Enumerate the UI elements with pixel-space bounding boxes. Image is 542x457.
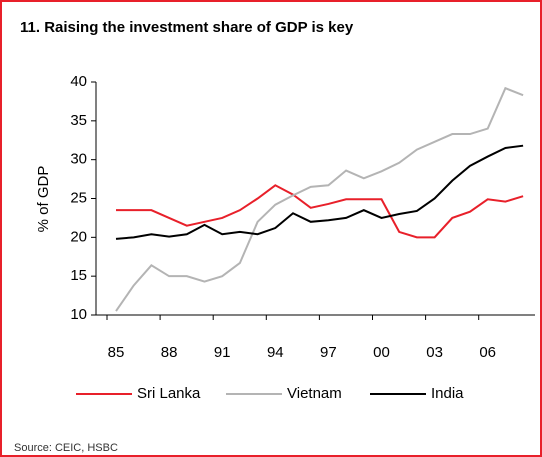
y-tick-label: 40	[70, 73, 87, 90]
chart-title: 11. Raising the investment share of GDP …	[20, 19, 354, 36]
y-tick-label: 20	[70, 228, 87, 245]
source: Source: CEIC, HSBC	[14, 442, 118, 454]
y-tick-label: 35	[70, 112, 87, 129]
legend-label: India	[431, 385, 464, 402]
x-tick-label: 06	[479, 344, 496, 361]
y-tick-label: 15	[70, 267, 87, 284]
y-tick-label: 25	[70, 189, 87, 206]
y-tick-label: 10	[70, 306, 87, 323]
x-tick-label: 03	[426, 344, 443, 361]
series-line	[115, 144, 524, 240]
series-line	[115, 86, 524, 312]
x-tick-label: 97	[320, 344, 337, 361]
x-tick-label: 91	[214, 344, 231, 361]
x-tick-label: 94	[267, 344, 284, 361]
x-tick-label: 85	[108, 344, 125, 361]
y-axis-label: % of GDP	[35, 166, 52, 233]
x-tick-label: 88	[161, 344, 178, 361]
series-line	[116, 184, 524, 239]
y-tick-label: 30	[70, 151, 87, 168]
legend-label: Vietnam	[287, 385, 342, 402]
legend-label: Sri Lanka	[137, 385, 201, 402]
x-tick-label: 00	[373, 344, 390, 361]
